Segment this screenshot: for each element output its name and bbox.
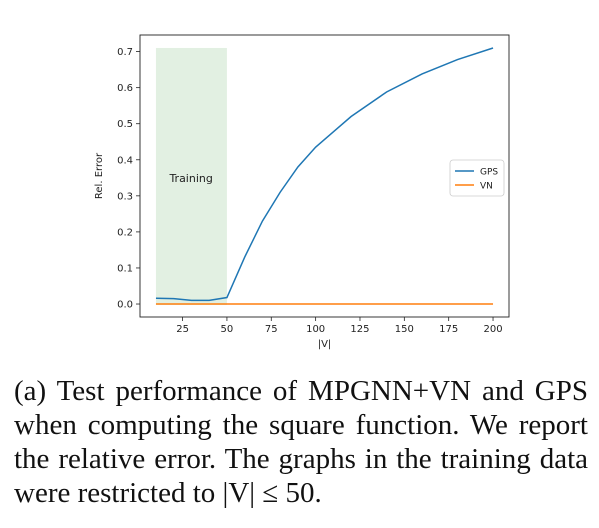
y-axis-ticks: 0.0 0.1 0.2 0.3 0.4 0.5 0.6 0.7 bbox=[117, 47, 140, 311]
y-tick-label: 0.7 bbox=[117, 47, 133, 58]
x-tick-label: 150 bbox=[395, 324, 414, 335]
x-tick-label: 125 bbox=[350, 324, 369, 335]
y-tick-label: 0.6 bbox=[117, 83, 133, 94]
y-axis-label: Rel. Error bbox=[94, 152, 105, 199]
legend-label-gps: GPS bbox=[480, 168, 498, 178]
figure-caption: (a) Test performance of MPGNN+VN and GPS… bbox=[14, 375, 588, 509]
series-line-gps bbox=[155, 47, 494, 302]
x-axis-ticks: 25 50 75 100 125 150 175 200 bbox=[176, 317, 503, 335]
x-tick-label: 75 bbox=[265, 324, 278, 335]
x-axis-label: |V| bbox=[318, 339, 332, 350]
legend: GPS VN bbox=[449, 159, 505, 197]
y-tick-label: 0.2 bbox=[117, 227, 133, 238]
x-tick-label: 50 bbox=[221, 324, 234, 335]
plot-frame bbox=[139, 34, 510, 318]
chart: Training 25 50 75 100 125 150 175 200 0.0 0.1 0.2… bbox=[94, 34, 510, 350]
legend-box bbox=[449, 159, 505, 197]
legend-label-vn: VN bbox=[480, 182, 493, 192]
y-tick-label: 0.1 bbox=[117, 263, 133, 274]
x-tick-label: 100 bbox=[306, 324, 325, 335]
y-tick-label: 0.0 bbox=[117, 300, 133, 311]
y-tick-label: 0.3 bbox=[117, 191, 133, 202]
y-tick-label: 0.5 bbox=[117, 119, 133, 130]
y-tick-label: 0.4 bbox=[117, 155, 133, 166]
x-tick-label: 175 bbox=[439, 324, 458, 335]
x-tick-label: 200 bbox=[483, 324, 502, 335]
training-label: Training bbox=[168, 172, 212, 185]
chart-svg: Training 25 50 75 100 125 150 175 200 0.0 0.1 0.2… bbox=[94, 34, 510, 350]
x-tick-label: 25 bbox=[176, 324, 189, 335]
training-region bbox=[155, 47, 227, 306]
series-layer bbox=[155, 47, 494, 305]
